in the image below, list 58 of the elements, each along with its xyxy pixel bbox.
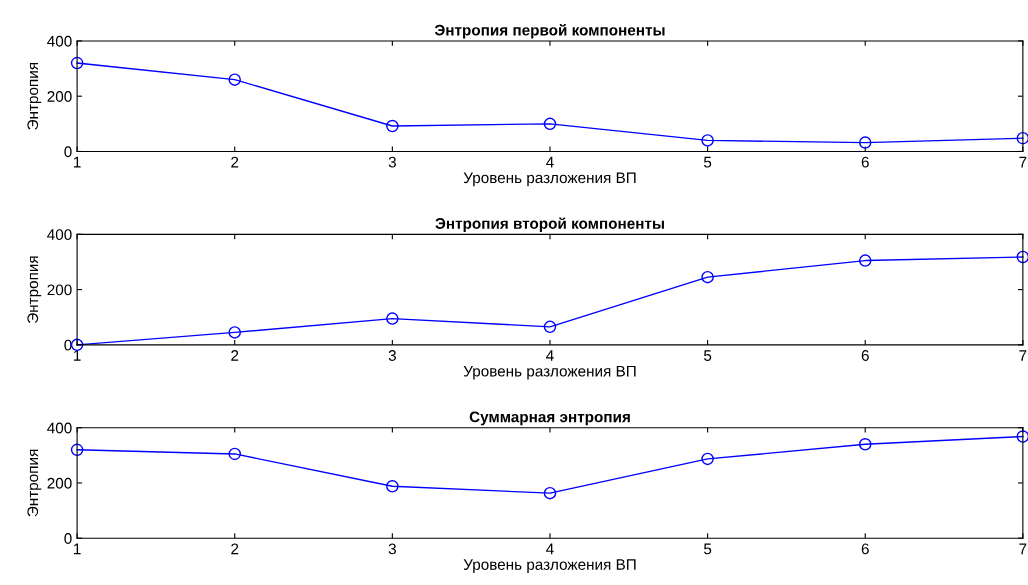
x-tick-label: 1 (74, 350, 81, 361)
x-tick-label: 5 (703, 156, 712, 168)
x-axis-title: Уровень разложения ВП (463, 559, 636, 573)
x-tick-label: 2 (231, 543, 239, 555)
point (543, 320, 557, 334)
chart-title: Энтропия второй компоненты (435, 217, 664, 232)
point (386, 312, 399, 325)
point (70, 56, 84, 70)
point (70, 443, 84, 457)
x-tick-label: 1 (74, 543, 81, 555)
y-tick-label: 400 (47, 35, 72, 47)
y-axis-title: Энтропия (27, 449, 42, 517)
y-tick-label: 200 (47, 91, 72, 102)
point (701, 270, 714, 284)
chart-title: Суммарная энтропия (469, 411, 630, 426)
x-axis-title: Уровень разложения ВП (463, 172, 636, 187)
point (858, 136, 872, 149)
x-tick-label: 6 (861, 156, 869, 168)
point (701, 134, 714, 147)
y-tick-label: 0 (64, 533, 72, 544)
point (1016, 131, 1028, 145)
point (701, 452, 714, 466)
x-tick-label: 1 (74, 156, 81, 168)
x-tick-label: 7 (1019, 543, 1027, 555)
point (386, 119, 399, 133)
point (228, 73, 241, 86)
point (543, 117, 557, 131)
point (1016, 250, 1028, 264)
x-tick-label: 6 (861, 543, 869, 555)
point (858, 438, 872, 451)
y-tick-label: 200 (47, 284, 72, 296)
chart-title: Энтропия первой компоненты (434, 24, 665, 39)
point (386, 480, 399, 493)
x-tick-label: 2 (231, 350, 239, 361)
x-axis-title: Уровень разложения ВП (463, 365, 636, 380)
x-tick-label: 3 (388, 350, 396, 361)
point (228, 447, 241, 461)
x-tick-label: 4 (546, 543, 554, 555)
point (858, 254, 872, 267)
x-tick-label: 2 (231, 156, 239, 168)
y-axis-title: Энтропия (27, 63, 42, 130)
x-tick-label: 5 (703, 350, 712, 361)
y-tick-label: 400 (47, 229, 72, 241)
y-tick-label: 200 (47, 477, 72, 489)
x-tick-label: 4 (546, 156, 554, 168)
x-tick-label: 7 (1019, 156, 1027, 168)
x-tick-label: 6 (861, 350, 869, 361)
x-tick-label: 4 (546, 350, 554, 361)
point (228, 326, 241, 339)
x-tick-label: 3 (388, 156, 396, 168)
x-tick-label: 5 (703, 543, 712, 555)
point (543, 486, 557, 500)
x-tick-label: 7 (1019, 350, 1027, 361)
y-tick-label: 400 (47, 422, 72, 434)
y-tick-label: 0 (64, 146, 72, 158)
point (1016, 430, 1028, 443)
y-axis-title: Энтропия (27, 256, 42, 324)
x-tick-label: 3 (388, 543, 396, 555)
